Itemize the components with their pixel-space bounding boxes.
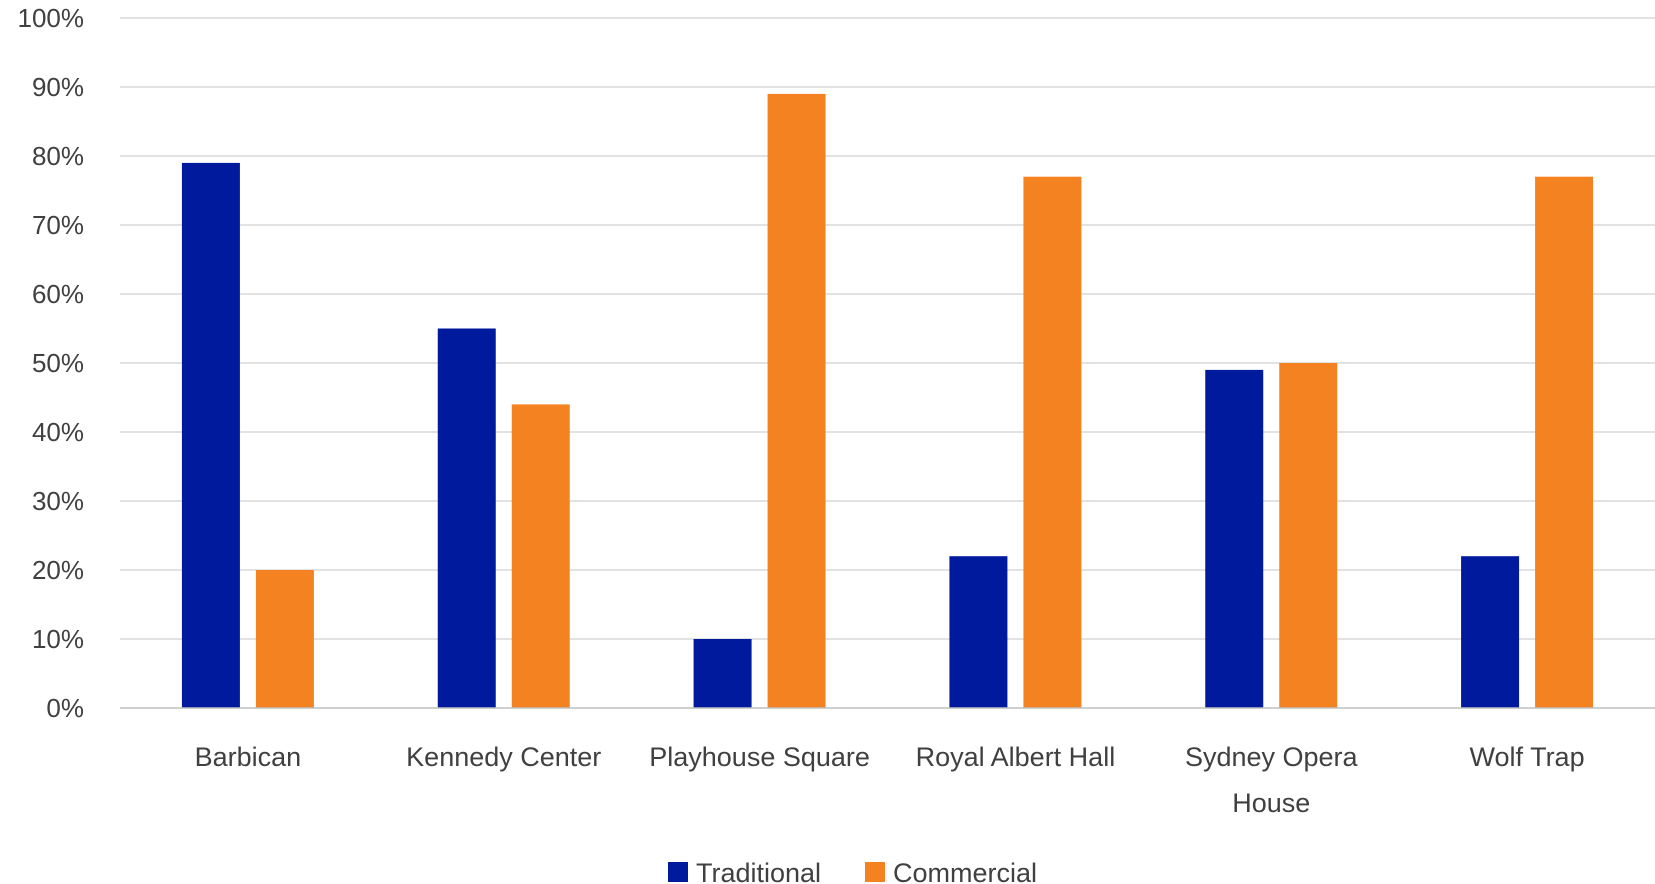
x-axis-category-labels: Barbican Kennedy Center Playhouse Square Ro… xyxy=(195,742,1585,818)
y-tick-label: 90% xyxy=(32,72,84,102)
bar-commercial xyxy=(767,93,826,708)
bar-commercial xyxy=(1535,176,1594,708)
x-category-label: Wolf Trap xyxy=(1470,742,1585,772)
x-category-label: Royal Albert Hall xyxy=(916,742,1116,772)
bar-commercial xyxy=(511,404,570,708)
bar-commercial xyxy=(255,570,314,708)
bar-traditional xyxy=(181,162,240,708)
x-category-label: Kennedy Center xyxy=(406,742,601,772)
legend-swatch-commercial xyxy=(865,862,885,882)
gridlines xyxy=(120,17,1655,640)
legend-label-commercial: Commercial xyxy=(893,858,1037,884)
bar-traditional xyxy=(1205,369,1264,708)
legend-swatch-traditional xyxy=(668,862,688,882)
y-tick-label: 0% xyxy=(46,693,84,723)
y-tick-label: 100% xyxy=(18,3,85,33)
x-category-label: Sydney Opera xyxy=(1185,742,1359,772)
y-tick-label: 70% xyxy=(32,210,84,240)
y-tick-label: 30% xyxy=(32,486,84,516)
legend: Traditional Commercial xyxy=(668,858,1037,884)
bar-traditional xyxy=(693,639,752,708)
y-tick-label: 20% xyxy=(32,555,84,585)
x-category-label: House xyxy=(1232,788,1310,818)
bar-traditional xyxy=(437,328,496,708)
bar-traditional xyxy=(949,556,1008,708)
bar-traditional xyxy=(1461,556,1520,708)
y-tick-label: 80% xyxy=(32,141,84,171)
bar-commercial xyxy=(1279,363,1338,708)
y-tick-label: 10% xyxy=(32,624,84,654)
bars xyxy=(181,93,1594,708)
y-tick-label: 40% xyxy=(32,417,84,447)
y-tick-label: 60% xyxy=(32,279,84,309)
y-tick-label: 50% xyxy=(32,348,84,378)
x-category-label: Barbican xyxy=(195,742,302,772)
x-category-label: Playhouse Square xyxy=(649,742,870,772)
legend-label-traditional: Traditional xyxy=(696,858,821,884)
y-axis-tick-labels: 0% 10% 20% 30% 40% 50% 60% 70% 80% 90% 100% xyxy=(18,3,85,723)
bar-commercial xyxy=(1023,176,1082,708)
